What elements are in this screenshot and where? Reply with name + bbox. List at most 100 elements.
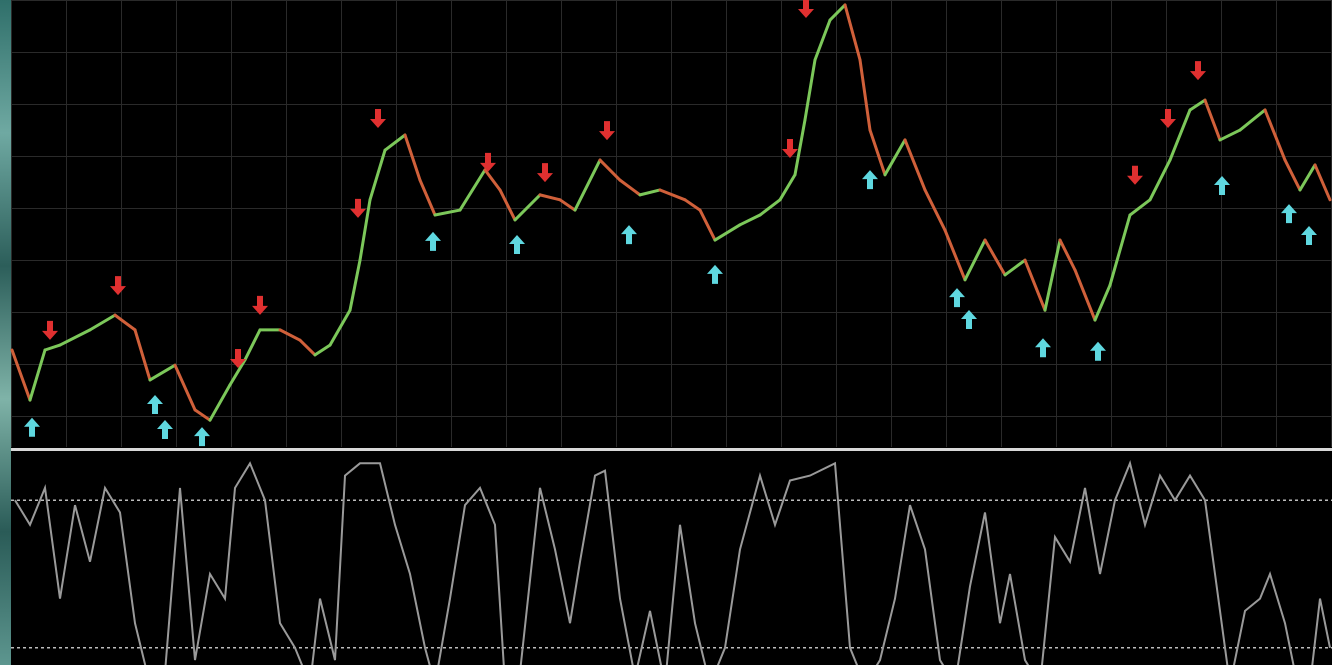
price-segment [348,258,362,312]
sell-arrow [480,152,496,172]
price-segment [498,188,517,222]
price-segment [28,348,47,402]
price-segment [923,188,947,232]
price-segment [228,358,247,387]
price-segment [383,133,407,152]
price-grid [11,0,1332,447]
sell-arrow [370,109,386,129]
price-segment [88,313,117,332]
price-segment [368,148,387,202]
price-segment [313,343,332,357]
buy-arrow [425,231,441,251]
oscillator-panel [11,460,1332,665]
buy-arrow [949,288,965,308]
price-segment [208,383,232,422]
buy-arrow [194,427,210,447]
price-segment [193,408,212,422]
price-segment [173,363,197,412]
price-segment [10,348,32,402]
price-segment [298,338,317,357]
sell-arrow [1127,165,1143,185]
price-segment [843,3,862,62]
price-segment [738,213,762,227]
price-segment [1108,213,1132,287]
sell-arrow [1190,61,1206,81]
price-segment [418,178,437,217]
buy-arrow [1281,204,1297,224]
sell-arrow [782,138,798,158]
price-segment [513,193,542,222]
price-segment [1128,198,1152,217]
price-segment [243,328,262,362]
price-segment [1073,268,1097,322]
price-segment [1283,158,1302,192]
price-segment [1313,163,1332,202]
price-segment [713,223,742,242]
price-segment [358,198,372,262]
buy-arrow [1090,341,1106,361]
price-segment [858,58,872,132]
sell-arrow [230,349,246,369]
buy-arrow [707,264,723,284]
price-segment [813,18,832,62]
price-segment [573,158,602,212]
price-segment [1298,163,1317,192]
price-segment [43,343,62,352]
buy-arrow [509,234,525,254]
price-segment [1218,128,1242,142]
price-segment [1058,238,1077,272]
price-segment [963,238,987,282]
sell-arrow [1160,109,1176,129]
buy-arrow [1214,175,1230,195]
price-segment [1148,158,1172,202]
price-segment [758,198,782,217]
price-segment [328,308,352,347]
price-segment [458,168,487,212]
price-segment [433,208,462,217]
price-segment [483,168,502,192]
price-segment [1203,98,1222,142]
price-segment [828,3,847,22]
sell-arrow [599,121,615,141]
price-segment [778,173,797,202]
buy-arrow [862,170,878,190]
price-segment [683,198,702,212]
price-segment [943,228,967,282]
price-segment [1023,258,1047,312]
buy-arrow [1301,226,1317,246]
price-segment [618,178,642,197]
sell-arrow [42,320,58,340]
price-segment [538,193,562,202]
sell-arrow [537,163,553,183]
sell-arrow [110,276,126,296]
price-segment [1188,98,1207,112]
sell-arrow [798,0,814,19]
sell-arrow [350,198,366,218]
price-segment [793,118,807,177]
price-segment [883,138,907,177]
price-segment [903,138,927,192]
sell-arrow [252,295,268,315]
price-segment [983,238,1007,277]
price-segment [113,313,137,332]
price-segment [403,133,422,182]
price-segment [598,158,622,182]
buy-arrow [157,420,173,440]
buy-arrow [621,225,637,245]
price-segment [1093,283,1112,322]
price-segment [133,328,152,382]
price-segment [1168,108,1192,162]
price-segment [658,188,687,202]
buy-arrow [1035,338,1051,358]
price-panel [10,0,1332,447]
price-segment [278,328,302,342]
price-segment [638,188,662,197]
buy-arrow [24,417,40,437]
buy-arrow [147,394,163,414]
price-segment [148,363,177,382]
price-segment [1263,108,1287,162]
price-segment [58,328,92,347]
price-segment [1003,258,1027,277]
